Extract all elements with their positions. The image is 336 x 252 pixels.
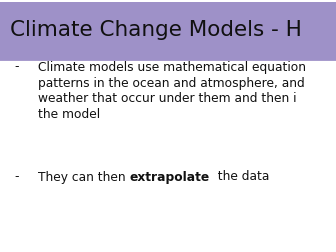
Bar <box>0 0 336 2</box>
Text: They can then: They can then <box>38 171 129 183</box>
Text: Climate models use mathematical equation: Climate models use mathematical equation <box>38 60 306 74</box>
Text: -: - <box>14 60 18 74</box>
Bar <box>0 0 336 59</box>
Text: patterns in the ocean and atmosphere, and: patterns in the ocean and atmosphere, an… <box>38 77 305 89</box>
Text: the model: the model <box>38 109 100 121</box>
Text: weather that occur under them and then i: weather that occur under them and then i <box>38 92 296 106</box>
Text: extrapolate: extrapolate <box>129 171 210 183</box>
Text: the data: the data <box>210 171 269 183</box>
Text: -: - <box>14 171 18 183</box>
Text: Climate Change Models - H: Climate Change Models - H <box>10 20 302 40</box>
